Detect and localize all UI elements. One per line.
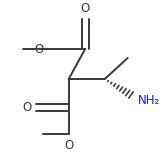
Text: O: O bbox=[81, 2, 90, 15]
Text: O: O bbox=[64, 139, 73, 152]
Text: O: O bbox=[34, 42, 43, 55]
Text: O: O bbox=[23, 101, 32, 114]
Text: NH₂: NH₂ bbox=[138, 94, 161, 107]
